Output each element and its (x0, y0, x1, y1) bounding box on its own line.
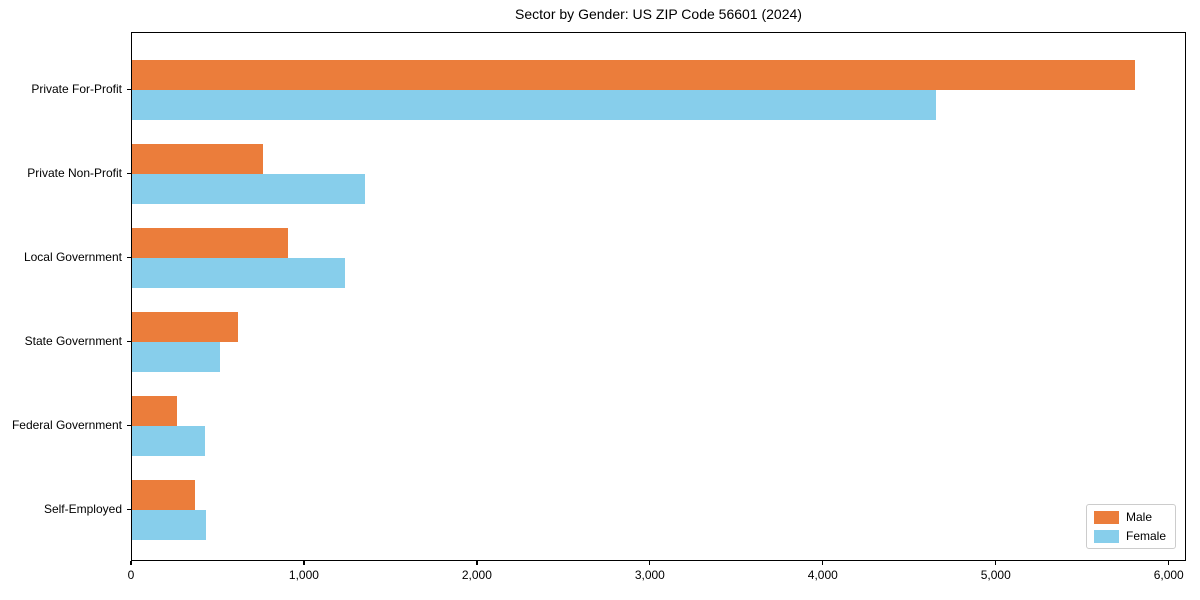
bar-male-federal-government (132, 396, 177, 426)
x-tick-label-2-000: 2,000 (461, 568, 492, 582)
legend-item-female: Female (1093, 529, 1166, 543)
y-tick-mark (127, 257, 131, 259)
bar-male-private-for-profit (132, 60, 1136, 90)
x-tick-mark (649, 561, 651, 565)
x-tick-mark (303, 561, 305, 565)
bar-female-private-for-profit (132, 90, 937, 120)
y-tick-mark (127, 509, 131, 511)
y-tick-label-private-for-profit: Private For-Profit (31, 82, 122, 96)
legend-item-male: Male (1093, 510, 1166, 524)
bar-male-state-government (132, 312, 238, 342)
y-tick-mark (127, 341, 131, 343)
chart-title: Sector by Gender: US ZIP Code 56601 (202… (515, 6, 802, 22)
bar-male-private-non-profit (132, 144, 264, 174)
legend-label-male: Male (1125, 510, 1152, 524)
y-tick-mark (127, 89, 131, 91)
x-tick-mark (995, 561, 997, 565)
y-tick-label-state-government: State Government (24, 334, 122, 348)
x-tick-mark (476, 561, 478, 565)
x-tick-label-5-000: 5,000 (980, 568, 1011, 582)
x-tick-label-0: 0 (127, 568, 135, 582)
y-tick-label-self-employed: Self-Employed (43, 502, 122, 516)
x-tick-mark (130, 561, 132, 565)
bar-female-local-government (132, 258, 345, 288)
legend-label-female: Female (1125, 529, 1166, 543)
bar-female-private-non-profit (132, 174, 366, 204)
bar-female-self-employed (132, 510, 207, 540)
y-tick-mark (127, 173, 131, 175)
x-tick-label-1-000: 1,000 (288, 568, 319, 582)
y-tick-label-local-government: Local Government (23, 250, 122, 264)
legend-swatch-female (1093, 529, 1119, 543)
bar-female-state-government (132, 342, 221, 372)
x-tick-mark (822, 561, 824, 565)
legend: Male Female (1085, 504, 1176, 549)
x-tick-mark (1168, 561, 1170, 565)
bar-male-local-government (132, 228, 288, 258)
x-tick-label-4-000: 4,000 (807, 568, 838, 582)
bar-female-federal-government (132, 426, 205, 456)
y-tick-mark (127, 425, 131, 427)
plot-area: Male Female (131, 32, 1186, 561)
bar-male-self-employed (132, 480, 196, 510)
legend-swatch-male (1093, 510, 1119, 524)
x-tick-label-3-000: 3,000 (634, 568, 665, 582)
x-tick-label-6-000: 6,000 (1153, 568, 1184, 582)
y-tick-label-federal-government: Federal Government (11, 418, 122, 432)
y-tick-label-private-non-profit: Private Non-Profit (27, 166, 122, 180)
